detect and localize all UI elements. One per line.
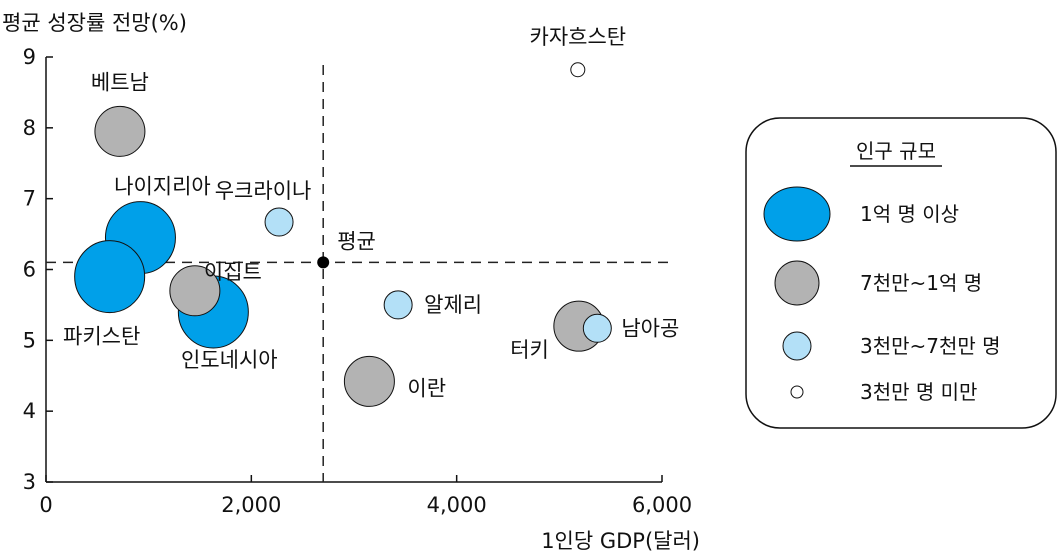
average-label: 평균 — [337, 229, 376, 253]
legend-label-tiny: 3천만 명 미만 — [860, 380, 977, 404]
y-tick-label: 8 — [23, 116, 36, 140]
label-이집트: 이집트 — [204, 260, 262, 284]
legend-box — [745, 117, 1057, 429]
label-우크라이나: 우크라이나 — [215, 179, 312, 203]
label-나이지리아: 나이지리아 — [114, 175, 211, 199]
label-인도네시아: 인도네시아 — [181, 348, 278, 372]
bubble-베트남 — [94, 105, 146, 157]
bubble-이란 — [343, 355, 395, 407]
legend-label-mid: 7천만~1억 명 — [860, 271, 982, 295]
legend-swatch-tiny — [790, 385, 804, 399]
y-tick-label: 7 — [23, 187, 36, 211]
label-알제리: 알제리 — [424, 293, 482, 317]
legend: 인구 규모 1억 명 이상 7천만~1억 명 3천만~7천만 명 3천만 명 미… — [745, 117, 1057, 429]
y-tick-label: 3 — [23, 470, 36, 494]
label-파키스탄: 파키스탄 — [63, 325, 140, 349]
y-axis-title: 평균 성장률 전망(%) — [2, 11, 187, 35]
x-ticks: 0 2,000 4,000 6,000 — [39, 475, 692, 517]
y-tick-label: 5 — [23, 328, 36, 352]
legend-label-small: 3천만~7천만 명 — [860, 334, 1001, 358]
label-이란: 이란 — [407, 376, 446, 400]
bubble-우크라이나 — [264, 207, 294, 237]
bubble-파키스탄 — [74, 240, 146, 314]
bubble-알제리 — [383, 290, 413, 320]
x-tick-label: 6,000 — [632, 493, 692, 517]
label-카자흐스탄: 카자흐스탄 — [530, 25, 627, 49]
legend-title: 인구 규모 — [856, 139, 936, 163]
bubble-남아공 — [582, 313, 612, 343]
x-axis-title: 1인당 GDP(달러) — [541, 529, 700, 553]
x-tick-label: 2,000 — [221, 493, 281, 517]
legend-label-large: 1억 명 이상 — [860, 202, 959, 226]
y-ticks: 3 4 5 6 7 8 9 — [23, 45, 53, 494]
label-베트남: 베트남 — [91, 70, 149, 94]
label-터키: 터키 — [510, 338, 549, 362]
legend-swatch-small — [782, 331, 812, 361]
x-tick-label: 4,000 — [427, 493, 487, 517]
x-tick-label: 0 — [39, 493, 52, 517]
legend-swatch-large — [763, 186, 831, 242]
label-남아공: 남아공 — [621, 316, 679, 340]
bubbles — [74, 62, 612, 407]
legend-swatch-mid — [774, 260, 820, 306]
bubble-카자흐스탄 — [570, 62, 586, 78]
y-tick-label: 9 — [23, 45, 36, 69]
average-point — [317, 256, 330, 269]
y-tick-label: 6 — [23, 258, 36, 282]
bubble-이집트 — [169, 265, 221, 317]
y-tick-label: 4 — [23, 399, 36, 423]
